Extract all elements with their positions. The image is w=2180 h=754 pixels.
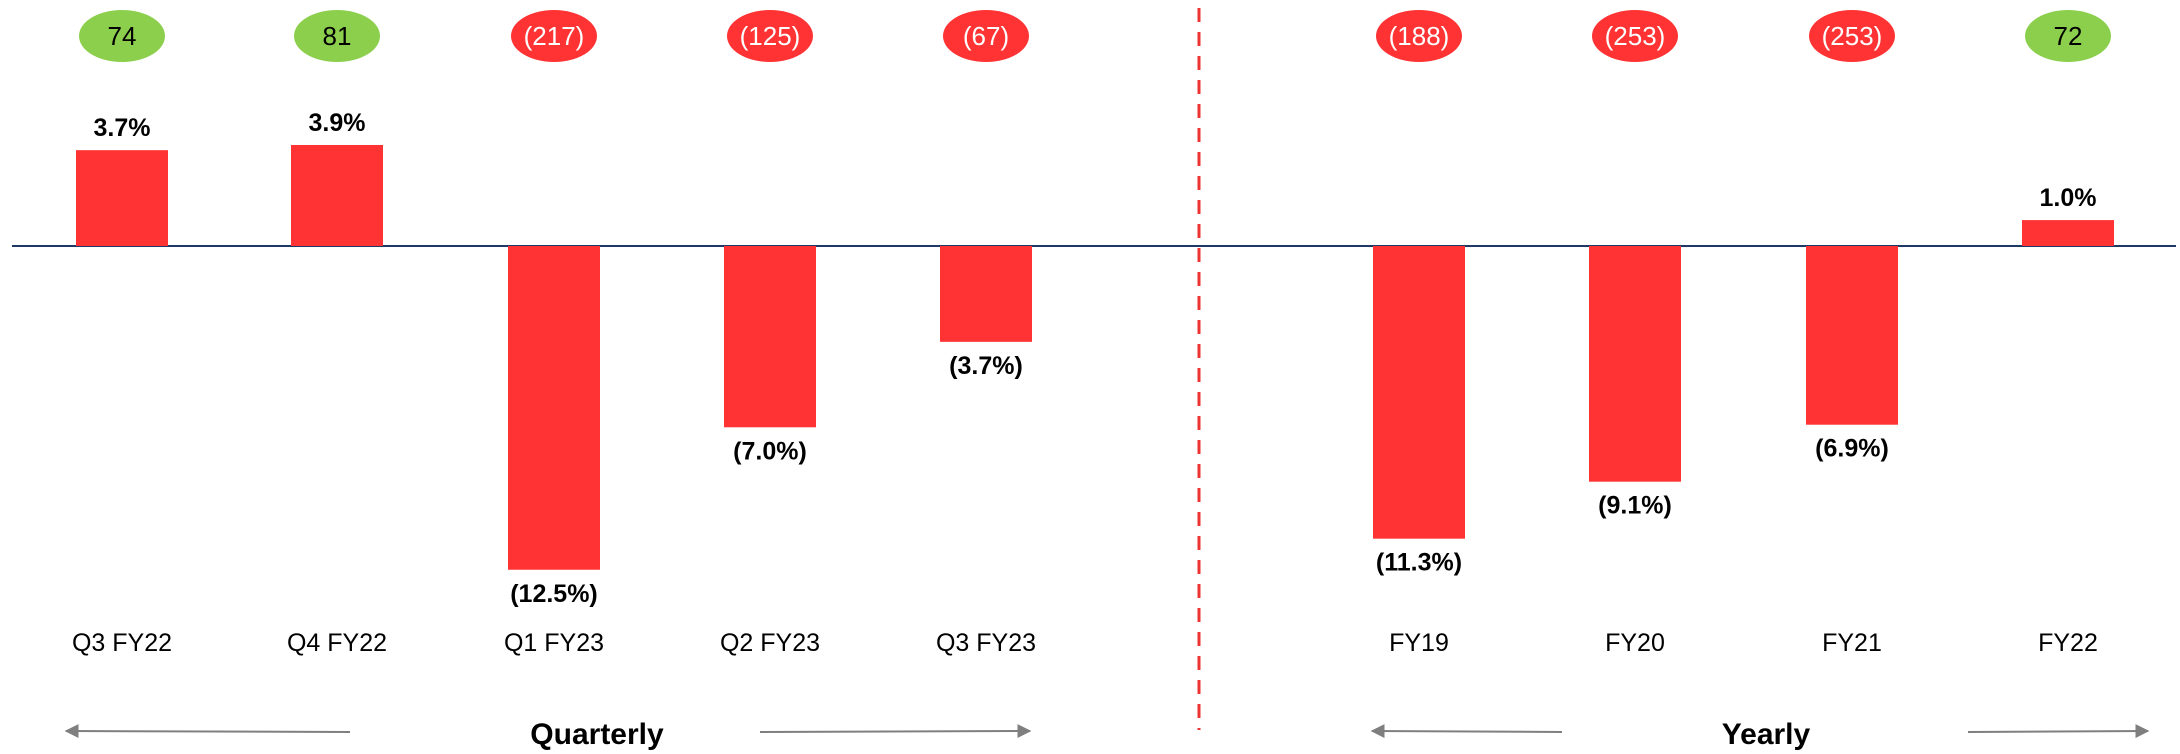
badge xyxy=(294,10,380,62)
value-label: 3.9% xyxy=(309,109,366,137)
value-label: (12.5%) xyxy=(510,580,598,608)
badge-label: (253) xyxy=(1605,21,1666,51)
category-label: FY22 xyxy=(2038,629,2098,657)
bar-fy20 xyxy=(1589,246,1681,482)
badge-label: (253) xyxy=(1822,21,1883,51)
bar-q2-fy23 xyxy=(724,246,816,428)
category-label: Q1 FY23 xyxy=(504,629,604,657)
category-label: FY21 xyxy=(1822,629,1882,657)
badge xyxy=(511,10,597,62)
bar-q3-fy22 xyxy=(76,150,168,246)
value-label: (6.9%) xyxy=(1815,435,1889,463)
badge-label: 72 xyxy=(2054,21,2083,51)
category-label: Q3 FY22 xyxy=(72,629,172,657)
badge-label: 81 xyxy=(323,21,352,51)
value-label: 3.7% xyxy=(94,114,151,142)
category-label: FY19 xyxy=(1389,629,1449,657)
badge xyxy=(727,10,813,62)
left-arrow-icon xyxy=(64,724,351,739)
badge xyxy=(1592,10,1678,62)
badge-label: (217) xyxy=(524,21,585,51)
right-arrow-icon xyxy=(759,724,1032,739)
badge xyxy=(1376,10,1462,62)
badge xyxy=(79,10,165,62)
bar-fy19 xyxy=(1373,246,1465,539)
category-label: Q4 FY22 xyxy=(287,629,387,657)
value-label: (3.7%) xyxy=(949,352,1023,380)
bar-q3-fy23 xyxy=(940,246,1032,342)
left-arrow-icon xyxy=(1370,724,1563,739)
badge xyxy=(1809,10,1895,62)
badge xyxy=(2025,10,2111,62)
right-arrow-icon xyxy=(1967,724,2150,739)
bar-fy21 xyxy=(1806,246,1898,425)
value-label: 1.0% xyxy=(2040,184,2097,212)
category-label: Q3 FY23 xyxy=(936,629,1036,657)
badge-label: (67) xyxy=(963,21,1009,51)
bar-q1-fy23 xyxy=(508,246,600,570)
value-label: (9.1%) xyxy=(1598,492,1672,520)
value-label: (11.3%) xyxy=(1376,549,1462,577)
badge xyxy=(943,10,1029,62)
badge-label: 74 xyxy=(108,21,137,51)
bar-q4-fy22 xyxy=(291,144,383,246)
bar-fy22 xyxy=(2022,220,2114,246)
category-label: FY20 xyxy=(1605,629,1665,657)
section-label-yearly: Yearly xyxy=(1722,718,1811,751)
category-label: Q2 FY23 xyxy=(720,629,820,657)
badge-label: (188) xyxy=(1389,21,1450,51)
badge-label: (125) xyxy=(740,21,801,51)
value-label: (7.0%) xyxy=(733,437,807,465)
section-label-quarterly: Quarterly xyxy=(530,718,664,751)
